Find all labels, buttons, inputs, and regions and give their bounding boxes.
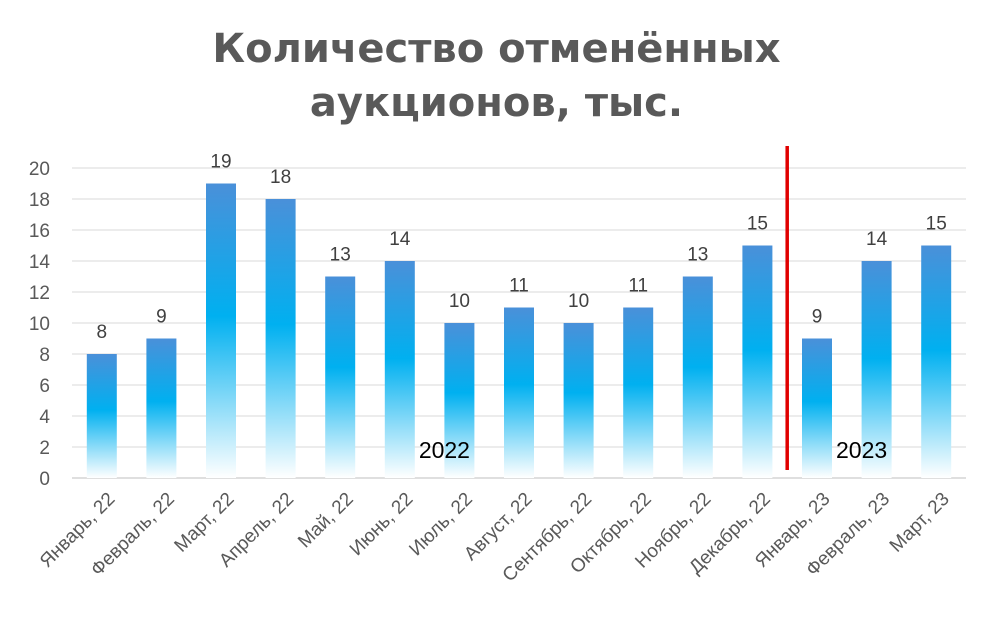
- bar-4: [265, 199, 296, 478]
- y-tick-8: 8: [39, 345, 50, 366]
- y-tick-6: 6: [39, 376, 50, 397]
- data-label-10: 11: [628, 276, 648, 297]
- y-tick-2: 2: [39, 438, 50, 459]
- bar-9: [563, 323, 594, 478]
- chart-title-line-1: Количество отменённых: [212, 26, 781, 72]
- data-label-11: 13: [687, 245, 708, 266]
- chart-title: Количество отменённых аукционов, тыс.: [0, 22, 993, 130]
- data-label-9: 10: [568, 291, 589, 312]
- bar-8: [504, 307, 534, 478]
- y-tick-16: 16: [29, 221, 50, 242]
- bar-13: [802, 338, 832, 478]
- data-label-7: 10: [449, 291, 470, 312]
- data-label-6: 14: [389, 229, 411, 250]
- bar-1: [86, 354, 117, 478]
- bar-2: [146, 338, 177, 478]
- x-tick-6: Июнь, 22: [346, 489, 417, 560]
- data-label-15: 15: [926, 214, 947, 235]
- y-tick-0: 0: [39, 469, 50, 490]
- annotations: 2022 2023: [419, 146, 887, 470]
- bars: [86, 183, 952, 478]
- data-label-8: 11: [509, 276, 529, 297]
- y-tick-12: 12: [29, 283, 50, 304]
- bar-3: [206, 183, 236, 478]
- data-label-13: 9: [812, 307, 823, 328]
- data-label-5: 13: [330, 245, 351, 266]
- data-label-3: 19: [210, 152, 231, 173]
- data-labels: 8 9 19 18 13 14 10 11 10 11 13 15 9 14 15: [97, 152, 947, 344]
- bar-11: [682, 276, 713, 478]
- y-tick-18: 18: [29, 190, 50, 211]
- data-label-14: 14: [866, 229, 888, 250]
- bar-7: [444, 323, 475, 478]
- bar-5: [325, 276, 356, 478]
- y-tick-20: 20: [29, 159, 50, 180]
- data-label-1: 8: [97, 322, 108, 343]
- data-label-4: 18: [270, 167, 291, 188]
- y-axis-ticks: 0 2 4 6 8 10 12 14 16 18 20: [29, 159, 51, 490]
- year-label-2022: 2022: [419, 437, 470, 463]
- y-tick-4: 4: [39, 407, 50, 428]
- bar-15: [921, 245, 952, 478]
- data-label-12: 15: [747, 214, 768, 235]
- year-label-2023: 2023: [836, 437, 887, 463]
- bar-6: [384, 261, 415, 478]
- y-tick-14: 14: [29, 252, 51, 273]
- data-label-2: 9: [156, 307, 167, 328]
- y-tick-10: 10: [29, 314, 50, 335]
- chart-title-line-2: аукционов, тыс.: [309, 80, 684, 126]
- bar-10: [623, 307, 654, 478]
- x-tick-15: Март, 23: [886, 489, 954, 557]
- bar-12: [742, 245, 773, 478]
- bar-14: [861, 261, 892, 478]
